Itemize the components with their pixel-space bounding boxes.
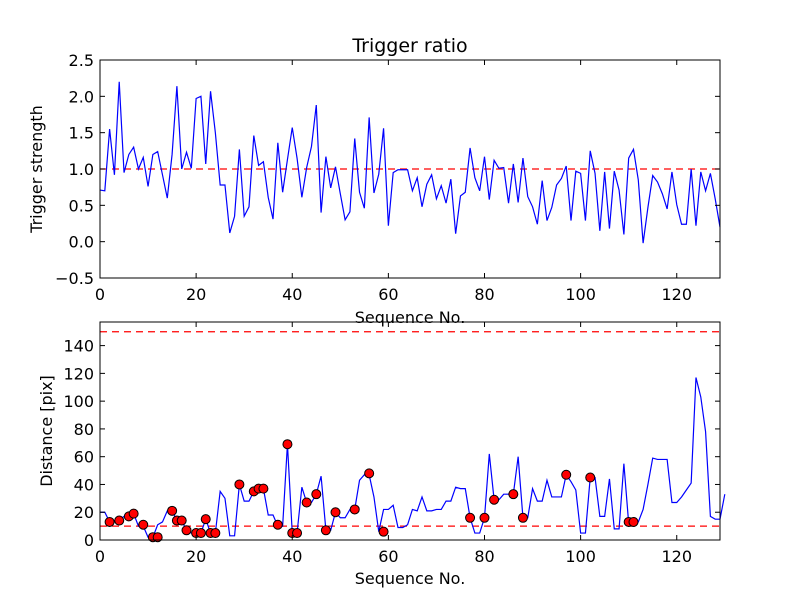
- x-tick-label: 40: [282, 547, 302, 566]
- marker-point: [349, 504, 360, 515]
- marker-point: [489, 494, 500, 505]
- y-tick-label: 100: [63, 392, 94, 411]
- marker-point: [561, 469, 572, 480]
- x-tick-label: 80: [474, 285, 494, 304]
- y-tick-label: 80: [74, 420, 94, 439]
- marker-point: [282, 439, 293, 450]
- marker-point: [195, 528, 206, 539]
- marker-point: [128, 508, 139, 519]
- x-tick-label: 0: [95, 547, 105, 566]
- x-tick-label: 100: [565, 285, 596, 304]
- marker-point: [258, 483, 269, 494]
- y-tick-label: −0.5: [55, 269, 94, 288]
- x-tick-label: 0: [95, 285, 105, 304]
- y-tick-label: 120: [63, 364, 94, 383]
- x-tick-label: 120: [661, 285, 692, 304]
- y-tick-label: 0: [84, 531, 94, 550]
- y-tick-label: 60: [74, 448, 94, 467]
- marker-point: [138, 519, 149, 530]
- marker-point: [301, 497, 312, 508]
- marker-point: [517, 512, 528, 523]
- marker-point: [479, 512, 490, 523]
- marker-point: [167, 505, 178, 516]
- x-axis-ticks: 0 20 40 60 80 100 120: [95, 322, 692, 566]
- y-tick-label: 20: [74, 503, 94, 522]
- y-tick-label: 0.0: [69, 233, 94, 252]
- plot-frame: [99, 321, 721, 541]
- x-tick-label: 40: [282, 285, 302, 304]
- x-tick-label: 100: [565, 547, 596, 566]
- marker-point: [152, 532, 163, 543]
- marker-point: [311, 489, 322, 500]
- y-tick-label: 2.5: [69, 51, 94, 70]
- series-layer: [99, 81, 721, 244]
- x-tick-label: 120: [661, 547, 692, 566]
- y-axis-ticks: 0 20 40 60 80 100 120 140: [63, 337, 720, 550]
- x-tick-label: 60: [378, 285, 398, 304]
- marker-point: [330, 507, 341, 518]
- marker-point: [585, 472, 596, 483]
- marker-point: [104, 516, 115, 527]
- x-tick-label: 60: [378, 547, 398, 566]
- x-tick-label: 20: [186, 285, 206, 304]
- y-tick-label: 1.5: [69, 124, 94, 143]
- series-line-0: [99, 81, 721, 244]
- marker-point: [176, 515, 187, 526]
- marker-point: [320, 525, 331, 536]
- chart-title: Trigger ratio: [351, 35, 467, 57]
- y-tick-label: 40: [74, 475, 94, 494]
- marker-point: [234, 479, 245, 490]
- marker-point: [210, 528, 221, 539]
- marker-point: [364, 468, 375, 479]
- marker-point: [292, 528, 303, 539]
- x-axis-label: Sequence No.: [355, 308, 466, 327]
- marker-point: [181, 525, 192, 536]
- marker-point: [378, 526, 389, 537]
- y-tick-label: 0.5: [69, 196, 94, 215]
- reference-lines: [100, 331, 720, 527]
- trigger-ratio-chart: Trigger ratio 0 20 40 60 80 100 120 −0.5 0.0 0.5…: [27, 35, 721, 327]
- marker-point: [272, 519, 283, 530]
- y-tick-label: 140: [63, 337, 94, 356]
- marker-point: [628, 516, 639, 527]
- marker-point: [200, 514, 211, 525]
- x-axis-ticks: 0 20 40 60 80 100 120: [95, 60, 692, 304]
- y-tick-label: 1.0: [69, 160, 94, 179]
- marker-layer: [104, 439, 639, 543]
- y-axis-label: Distance [pix]: [37, 375, 56, 487]
- marker-point: [465, 512, 476, 523]
- x-tick-label: 80: [474, 547, 494, 566]
- y-tick-label: 2.0: [69, 87, 94, 106]
- x-tick-label: 20: [186, 547, 206, 566]
- marker-point: [114, 515, 125, 526]
- x-axis-label: Sequence No.: [355, 569, 466, 588]
- distance-chart: 0 20 40 60 80 100 120 0 20 40 60 80 100 120 140 Seque…: [37, 321, 726, 588]
- y-axis-ticks: −0.5 0.0 0.5 1.0 1.5 2.0 2.5: [55, 51, 720, 288]
- marker-point: [508, 489, 519, 500]
- y-axis-label: Trigger strength: [27, 105, 46, 234]
